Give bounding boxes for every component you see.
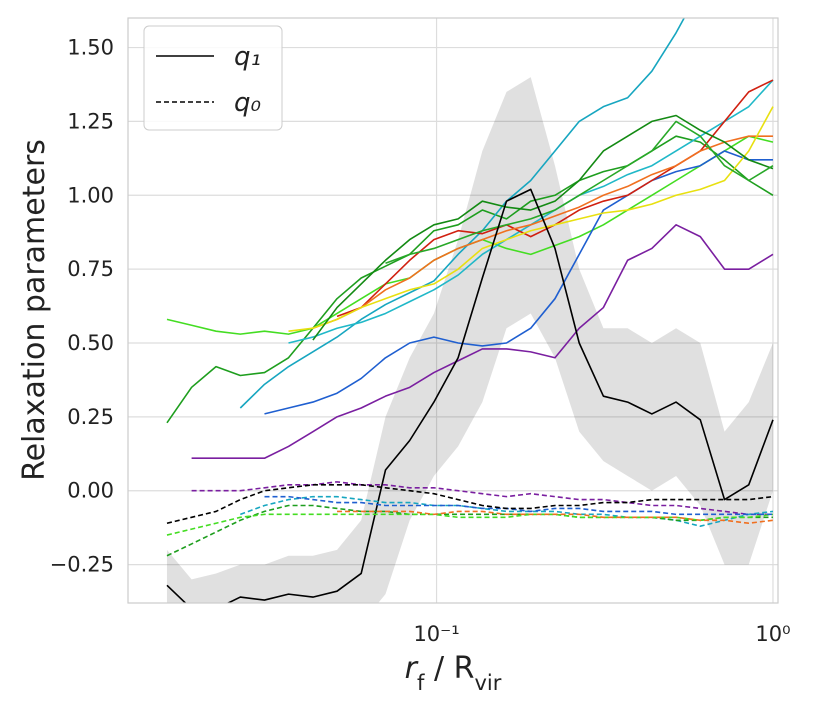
legend: q₁ q₀ [143, 25, 283, 131]
line [385, 120, 774, 264]
dashed-line [191, 481, 773, 516]
x-tick-label: 10⁰ [755, 622, 790, 646]
y-tick-label: 1.50 [67, 36, 114, 60]
dashed-line [337, 510, 774, 525]
y-tick-label: 0.25 [67, 405, 114, 429]
dashed-line [264, 495, 773, 516]
line [166, 188, 774, 603]
y-tick-label: −0.25 [50, 553, 114, 577]
y-tick-label: 0.75 [67, 257, 114, 281]
line [288, 106, 774, 332]
x-axis-label-part: r [405, 651, 419, 686]
y-tick-label: 0.00 [67, 479, 114, 503]
line [264, 150, 773, 415]
ticks: −0.25 0.00 0.25 0.50 0.75 1.00 1.25 1.50 10⁻¹ 10⁰ [50, 36, 791, 646]
dashed-line [166, 504, 773, 557]
line [166, 135, 774, 424]
band [166, 77, 773, 603]
line [191, 224, 774, 460]
legend-box [143, 25, 283, 131]
y-axis-label: Relaxation parameters [17, 139, 52, 481]
y-tick-label: 1.00 [67, 183, 114, 207]
x-axis-label-part: / R [424, 651, 474, 686]
dashed-line [166, 484, 774, 525]
dashed-line [166, 513, 774, 536]
marks [166, 18, 774, 603]
x-axis-label: rf / Rvir [405, 651, 502, 695]
x-axis-label-part: vir [474, 671, 501, 695]
line [312, 114, 774, 341]
dashed-line [240, 495, 774, 527]
y-tick-label: 1.25 [67, 109, 114, 133]
plot-frame [127, 17, 779, 604]
legend-label: q₀ [234, 88, 262, 118]
x-axis-label-part: f [417, 671, 425, 695]
y-tick-label: 0.50 [67, 331, 114, 355]
x-tick-label: 10⁻¹ [413, 622, 459, 646]
legend-label: q₁ [234, 42, 261, 72]
